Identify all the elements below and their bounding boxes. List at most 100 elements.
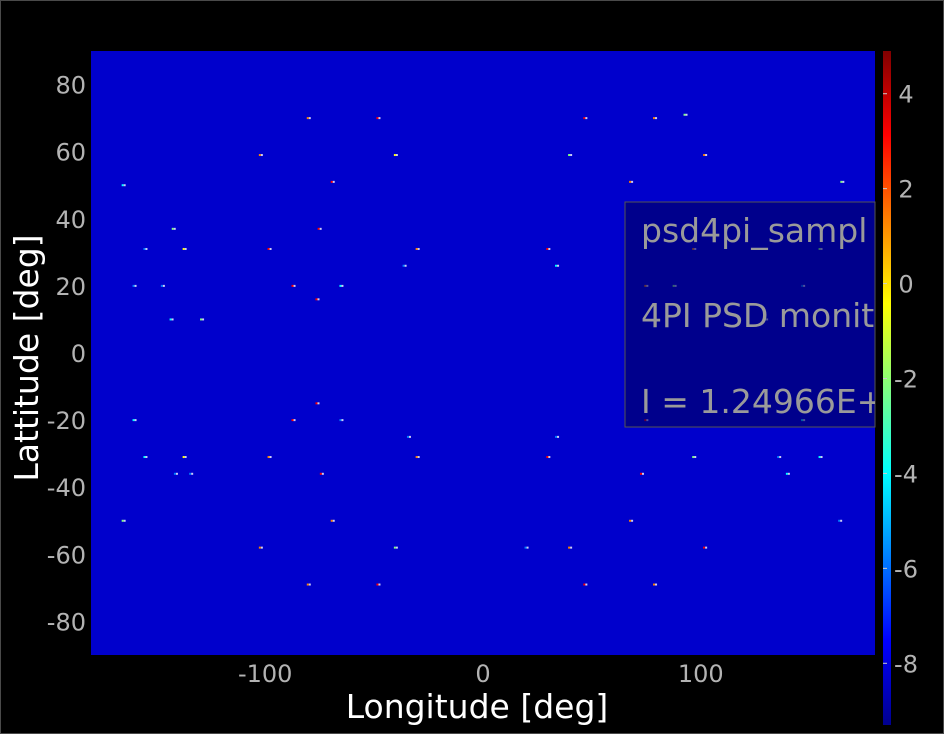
legend-line-1: psd4pi_sampl (641, 211, 867, 250)
x-axis-title: Longitude [deg] (346, 687, 609, 726)
hotspot-core-43 (145, 456, 148, 459)
hotspot-50 (818, 456, 821, 459)
hotspot-48 (692, 456, 695, 459)
hotspot-core-24 (134, 284, 137, 287)
colorbar-tick-label: 0 (898, 271, 913, 299)
hotspot-63 (568, 546, 571, 549)
hotspot-core-58 (631, 519, 634, 522)
hotspot-43 (143, 456, 146, 459)
hotspot-27 (339, 284, 342, 287)
y-tick-label: 40 (55, 206, 86, 234)
hotspot-58 (629, 519, 632, 522)
hotspot-core-6 (395, 154, 398, 157)
hotspot-core-62 (526, 546, 529, 549)
hotspot-56 (121, 519, 124, 522)
hotspot-core-45 (269, 456, 272, 459)
legend-line-2: 4PI PSD monit (641, 296, 874, 335)
hotspot-32 (169, 318, 172, 321)
hotspot-45 (267, 456, 270, 459)
colorbar-tick-label: 4 (898, 81, 913, 109)
hotspot-core-31 (317, 298, 320, 301)
hotspot-core-49 (779, 456, 782, 459)
hotspot-4 (683, 113, 686, 116)
colorbar-tick-label: -2 (894, 366, 918, 394)
hotspot-38 (339, 419, 342, 422)
hotspot-core-47 (548, 456, 551, 459)
hotspot-core-4 (685, 113, 688, 116)
hotspot-core-10 (332, 180, 335, 183)
hotspot-53 (319, 472, 322, 475)
hotspot-core-66 (378, 583, 381, 586)
hotspot-core-50 (820, 456, 823, 459)
hotspot-core-19 (548, 247, 551, 250)
hotspot-49 (777, 456, 780, 459)
hotspot-5 (258, 154, 261, 157)
hotspot-7 (568, 154, 571, 157)
y-tick-label: 0 (71, 340, 86, 368)
hotspot-core-53 (321, 472, 324, 475)
hotspot-core-9 (123, 184, 126, 187)
colorbar-tick-label: 2 (898, 176, 913, 204)
hotspot-46 (415, 456, 418, 459)
legend-box: psd4pi_sampl 4PI PSD monit I = 1.24966E+… (624, 201, 876, 428)
hotspot-6 (393, 154, 396, 157)
hotspot-core-35 (317, 402, 320, 405)
y-tick-label: 80 (55, 72, 86, 100)
hotspot-2 (583, 117, 586, 120)
hotspot-25 (160, 284, 163, 287)
hotspot-55 (785, 472, 788, 475)
hotspot-41 (406, 435, 409, 438)
hotspot-14 (317, 227, 320, 230)
hotspot-9 (121, 184, 124, 187)
hotspot-15 (143, 247, 146, 250)
hotspot-61 (393, 546, 396, 549)
colorbar-tick-label: -6 (894, 555, 918, 583)
y-tick-label: -20 (47, 407, 86, 435)
hotspot-core-44 (184, 456, 187, 459)
hotspot-12 (840, 180, 843, 183)
hotspot-16 (182, 247, 185, 250)
colorbar-tick-label: -8 (894, 650, 918, 678)
hotspot-core-61 (395, 546, 398, 549)
hotspot-68 (653, 583, 656, 586)
legend-background (624, 201, 876, 428)
hotspot-core-67 (585, 583, 588, 586)
hotspot-13 (171, 227, 174, 230)
hotspot-67 (583, 583, 586, 586)
hotspot-core-11 (631, 180, 634, 183)
hotspot-core-36 (134, 419, 137, 422)
hotspot-3 (653, 117, 656, 120)
hotspot-core-65 (308, 583, 311, 586)
hotspot-33 (200, 318, 203, 321)
y-tick-label: 60 (55, 139, 86, 167)
hotspot-11 (629, 180, 632, 183)
hotspot-47 (546, 456, 549, 459)
hotspot-36 (132, 419, 135, 422)
hotspot-core-1 (378, 117, 381, 120)
hotspot-60 (258, 546, 261, 549)
hotspot-core-56 (123, 519, 126, 522)
hotspot-core-57 (332, 519, 335, 522)
hotspot-35 (315, 402, 318, 405)
hotspot-65 (306, 583, 309, 586)
hotspot-core-7 (570, 154, 573, 157)
x-axis-ticks: -100 0 100 (238, 660, 724, 688)
hotspot-core-64 (705, 546, 708, 549)
hotspot-core-3 (655, 117, 658, 120)
hotspot-core-2 (585, 117, 588, 120)
colorbar (883, 51, 891, 725)
x-tick-label: -100 (238, 660, 292, 688)
hotspot-core-52 (191, 472, 194, 475)
hotspot-44 (182, 456, 185, 459)
hotspot-core-17 (269, 247, 272, 250)
hotspot-core-60 (260, 546, 263, 549)
hotspot-66 (376, 583, 379, 586)
hotspot-core-0 (308, 117, 311, 120)
hotspot-core-26 (293, 284, 296, 287)
y-tick-label: -40 (47, 474, 86, 502)
hotspot-22 (555, 264, 558, 267)
hotspot-51 (173, 472, 176, 475)
hotspot-core-33 (202, 318, 205, 321)
hotspot-57 (330, 519, 333, 522)
